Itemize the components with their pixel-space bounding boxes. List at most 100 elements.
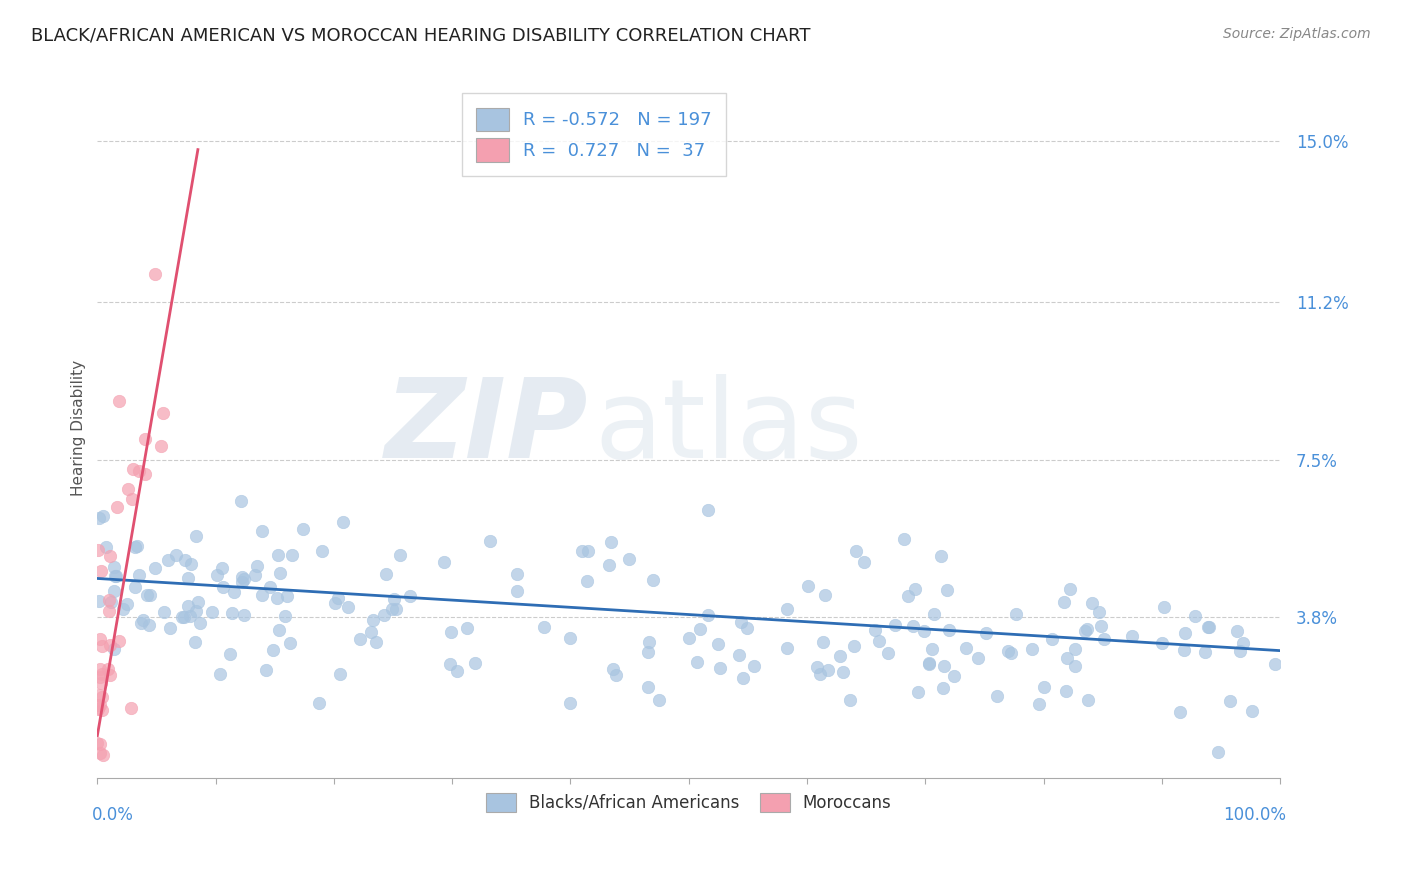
Point: [308, 696, 330, 710]
Point: [1076, 622, 1098, 636]
Point: [94, 540, 117, 554]
Point: [381, 602, 404, 616]
Point: [103, 584, 125, 599]
Point: [637, 634, 659, 648]
Point: [1198, 620, 1220, 634]
Point: [697, 503, 720, 517]
Point: [1021, 642, 1043, 657]
Point: [742, 659, 765, 673]
Point: [187, 595, 209, 609]
Point: [89, 632, 111, 646]
Point: [250, 524, 273, 539]
Point: [1077, 693, 1099, 707]
Point: [464, 656, 486, 670]
Point: [918, 657, 941, 671]
Point: [967, 651, 990, 665]
Point: [90, 703, 112, 717]
Point: [134, 432, 156, 446]
Point: [814, 588, 837, 602]
Point: [602, 662, 624, 676]
Point: [231, 570, 253, 584]
Point: [605, 667, 627, 681]
Point: [1264, 657, 1286, 671]
Point: [912, 624, 935, 639]
Point: [852, 555, 875, 569]
Point: [111, 602, 134, 616]
Point: [921, 642, 943, 657]
Point: [678, 631, 700, 645]
Point: [907, 685, 929, 699]
Point: [863, 623, 886, 637]
Point: [98, 549, 121, 563]
Point: [697, 608, 720, 623]
Point: [1090, 618, 1112, 632]
Point: [932, 681, 955, 695]
Point: [311, 544, 333, 558]
Point: [637, 681, 659, 695]
Point: [231, 574, 253, 589]
Point: [135, 588, 157, 602]
Point: [433, 555, 456, 569]
Point: [1054, 684, 1077, 698]
Point: [132, 613, 155, 627]
Point: [254, 663, 277, 677]
Point: [87, 702, 110, 716]
Point: [165, 548, 187, 562]
Point: [128, 567, 150, 582]
Point: [506, 584, 529, 599]
Point: [90, 564, 112, 578]
Point: [1206, 745, 1229, 759]
Point: [138, 617, 160, 632]
Point: [87, 510, 110, 524]
Point: [1028, 697, 1050, 711]
Point: [1056, 650, 1078, 665]
Point: [727, 648, 749, 662]
Point: [103, 569, 125, 583]
Legend: Blacks/African Americans, Moroccans: Blacks/African Americans, Moroccans: [479, 786, 898, 819]
Text: BLACK/AFRICAN AMERICAN VS MOROCCAN HEARING DISABILITY CORRELATION CHART: BLACK/AFRICAN AMERICAN VS MOROCCAN HEARI…: [31, 27, 810, 45]
Point: [336, 599, 359, 614]
Point: [1064, 659, 1087, 673]
Point: [1059, 582, 1081, 597]
Point: [89, 698, 111, 712]
Point: [107, 394, 129, 409]
Point: [733, 672, 755, 686]
Point: [323, 595, 346, 609]
Point: [997, 643, 1019, 657]
Point: [349, 632, 371, 647]
Point: [813, 635, 835, 649]
Point: [918, 657, 941, 672]
Text: 0.0%: 0.0%: [91, 806, 134, 824]
Text: atlas: atlas: [595, 375, 863, 481]
Point: [153, 605, 176, 619]
Point: [986, 690, 1008, 704]
Point: [125, 539, 148, 553]
Point: [806, 660, 828, 674]
Point: [1174, 626, 1197, 640]
Point: [115, 597, 138, 611]
Point: [637, 645, 659, 659]
Point: [845, 543, 868, 558]
Point: [478, 534, 501, 549]
Text: 100.0%: 100.0%: [1223, 806, 1286, 824]
Point: [129, 616, 152, 631]
Point: [91, 747, 114, 762]
Point: [128, 464, 150, 478]
Y-axis label: Hearing Disability: Hearing Disability: [72, 359, 86, 496]
Point: [1241, 704, 1264, 718]
Point: [456, 622, 478, 636]
Point: [776, 601, 799, 615]
Point: [90, 690, 112, 704]
Point: [440, 624, 463, 639]
Point: [1053, 595, 1076, 609]
Point: [221, 606, 243, 620]
Point: [868, 634, 890, 648]
Point: [1219, 694, 1241, 708]
Point: [599, 535, 621, 549]
Point: [385, 601, 408, 615]
Point: [134, 467, 156, 482]
Point: [108, 634, 131, 648]
Point: [243, 568, 266, 582]
Point: [389, 549, 412, 563]
Point: [86, 736, 108, 750]
